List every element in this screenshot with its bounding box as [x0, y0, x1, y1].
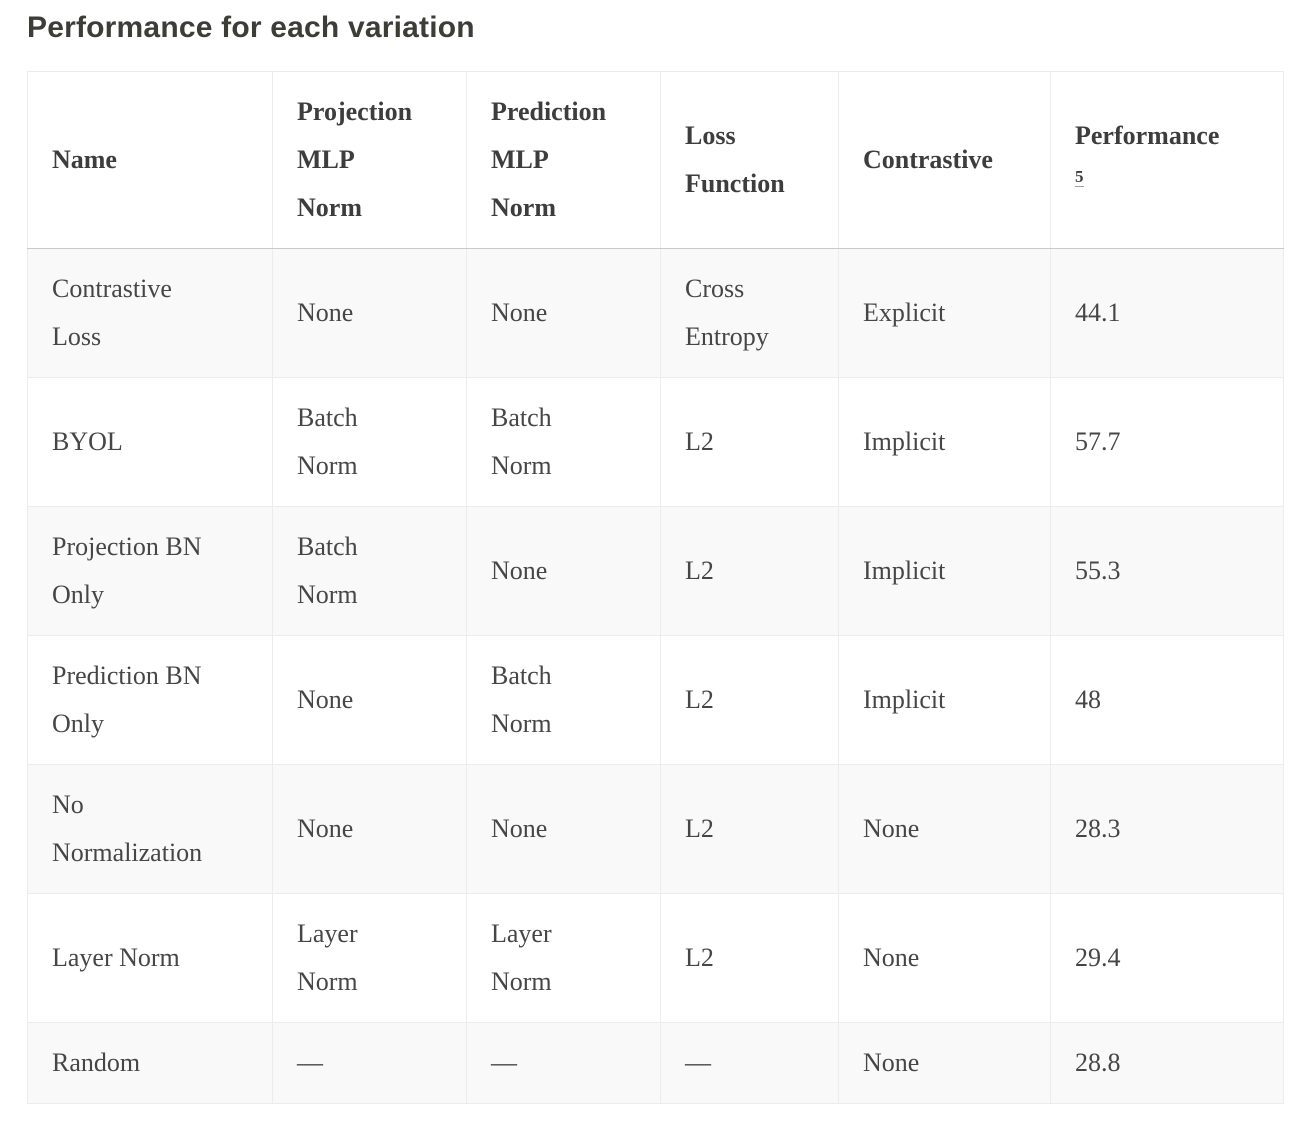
cell-projection-mlp-norm: Batch Norm	[272, 506, 467, 636]
cell-performance: 55.3	[1050, 506, 1284, 636]
cell-name: Projection BN Only	[27, 506, 273, 636]
cell-prediction-mlp-norm: —	[466, 1022, 661, 1104]
cell-loss-function: L2	[660, 506, 839, 636]
cell-name: Layer Norm	[27, 893, 273, 1023]
cell-projection-mlp-norm: None	[272, 635, 467, 765]
header-row: Name Projection MLP Norm Prediction MLP …	[27, 71, 1284, 249]
cell-projection-mlp-norm: —	[272, 1022, 467, 1104]
cell-name: Contrastive Loss	[27, 248, 273, 378]
column-header-prediction-mlp-norm: Prediction MLP Norm	[466, 71, 661, 249]
cell-name: BYOL	[27, 377, 273, 507]
table-row: No Normalization None None L2 None 28.3	[27, 764, 1284, 894]
cell-loss-function: L2	[660, 635, 839, 765]
cell-contrastive: Implicit	[838, 377, 1051, 507]
cell-prediction-mlp-norm: None	[466, 764, 661, 894]
cell-loss-function: —	[660, 1022, 839, 1104]
cell-projection-mlp-norm: Layer Norm	[272, 893, 467, 1023]
cell-name: Prediction BN Only	[27, 635, 273, 765]
cell-contrastive: Implicit	[838, 635, 1051, 765]
cell-performance: 29.4	[1050, 893, 1284, 1023]
table-row: Prediction BN Only None Batch Norm L2 Im…	[27, 635, 1284, 765]
cell-loss-function: Cross Entropy	[660, 248, 839, 378]
cell-performance: 28.8	[1050, 1022, 1284, 1104]
cell-prediction-mlp-norm: Layer Norm	[466, 893, 661, 1023]
cell-loss-function: L2	[660, 764, 839, 894]
article-section: Performance for each variation Name Proj…	[27, 11, 1284, 1104]
column-header-name: Name	[27, 71, 273, 249]
cell-loss-function: L2	[660, 377, 839, 507]
cell-name: No Normalization	[27, 764, 273, 894]
cell-projection-mlp-norm: None	[272, 248, 467, 378]
cell-loss-function: L2	[660, 893, 839, 1023]
column-header-projection-mlp-norm: Projection MLP Norm	[272, 71, 467, 249]
footnote-ref: 5	[1075, 167, 1084, 188]
cell-contrastive: None	[838, 1022, 1051, 1104]
table-body: Contrastive Loss None None Cross Entropy…	[27, 248, 1284, 1104]
column-header-loss-function: Loss Function	[660, 71, 839, 249]
cell-prediction-mlp-norm: Batch Norm	[466, 377, 661, 507]
cell-projection-mlp-norm: None	[272, 764, 467, 894]
table-row: Projection BN Only Batch Norm None L2 Im…	[27, 506, 1284, 636]
cell-projection-mlp-norm: Batch Norm	[272, 377, 467, 507]
cell-prediction-mlp-norm: Batch Norm	[466, 635, 661, 765]
column-header-performance: Performance 5	[1050, 71, 1284, 249]
cell-contrastive: Explicit	[838, 248, 1051, 378]
cell-prediction-mlp-norm: None	[466, 506, 661, 636]
cell-name: Random	[27, 1022, 273, 1104]
section-title: Performance for each variation	[27, 11, 475, 44]
cell-performance: 44.1	[1050, 248, 1284, 378]
table-row: Layer Norm Layer Norm Layer Norm L2 None…	[27, 893, 1284, 1023]
cell-prediction-mlp-norm: None	[466, 248, 661, 378]
performance-table: Name Projection MLP Norm Prediction MLP …	[27, 71, 1284, 1104]
column-header-performance-label: Performance	[1075, 121, 1220, 150]
cell-performance: 48	[1050, 635, 1284, 765]
table-row: Random — — — None 28.8	[27, 1022, 1284, 1104]
table-row: Contrastive Loss None None Cross Entropy…	[27, 248, 1284, 378]
table-row: BYOL Batch Norm Batch Norm L2 Implicit 5…	[27, 377, 1284, 507]
footnote-link[interactable]: 5	[1075, 167, 1084, 188]
column-header-contrastive: Contrastive	[838, 71, 1051, 249]
cell-contrastive: None	[838, 764, 1051, 894]
cell-performance: 57.7	[1050, 377, 1284, 507]
cell-performance: 28.3	[1050, 764, 1284, 894]
table-header: Name Projection MLP Norm Prediction MLP …	[27, 71, 1284, 249]
cell-contrastive: Implicit	[838, 506, 1051, 636]
cell-contrastive: None	[838, 893, 1051, 1023]
